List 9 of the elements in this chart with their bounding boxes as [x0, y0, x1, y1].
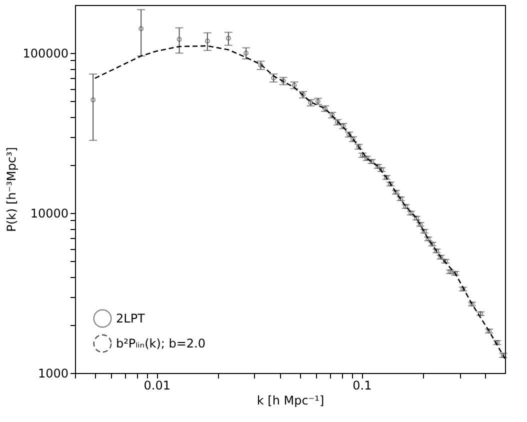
y-tick-label: 100000	[22, 46, 68, 61]
y-tick-label: 1000	[38, 366, 68, 380]
legend-label: 2LPT	[116, 312, 146, 326]
y-axis-title: P(k) [h⁻³Mpc³]	[4, 147, 19, 232]
x-tick-label: 0.01	[144, 378, 170, 392]
legend-label: b²Pₗᵢₙ(k); b=2.0	[116, 336, 206, 350]
x-tick-label: 0.1	[352, 378, 372, 392]
y-tick-label: 10000	[30, 206, 68, 221]
x-axis-title: k [h Mpc⁻¹]	[256, 394, 324, 408]
